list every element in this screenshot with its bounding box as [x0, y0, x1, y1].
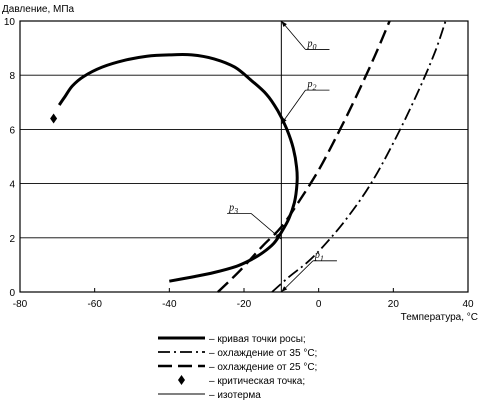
- annotation-leader: [281, 20, 306, 50]
- x-tick-label: 40: [462, 299, 474, 310]
- x-tick-label: 20: [388, 299, 400, 310]
- annotation-label-p2: p2: [306, 79, 316, 92]
- annotation-arrowhead: [281, 286, 288, 292]
- y-axis-title: Давление, МПа: [2, 4, 75, 15]
- tick-labels: 0 2 4 6 8 10 -80 -60 -40 -20 0 20 40: [4, 17, 474, 310]
- annotation-label-p0: p0: [306, 38, 316, 51]
- annotation-label-p3: p3: [228, 202, 238, 215]
- series-line-3: [217, 20, 391, 293]
- annotation-arrowhead: [275, 233, 282, 240]
- markers: [50, 113, 58, 124]
- y-tick-label: 0: [9, 288, 15, 299]
- legend-label: – охлаждение от 25 °С;: [209, 362, 317, 373]
- y-tick-label: 2: [9, 234, 15, 245]
- legend-label: – изотерма: [209, 390, 261, 401]
- x-tick-label: -80: [13, 299, 28, 310]
- y-tick-label: 10: [4, 17, 16, 28]
- x-tick-label: -60: [87, 299, 102, 310]
- y-tick-label: 4: [9, 180, 15, 191]
- legend-label: – критическая точка;: [209, 376, 305, 387]
- series-line-2: [271, 20, 447, 293]
- critical-point-marker: [50, 113, 58, 124]
- x-tick-label: -40: [162, 299, 177, 310]
- x-tick-label: -20: [237, 299, 252, 310]
- legend-marker-critical-point: [178, 375, 185, 385]
- annotation-leader: [281, 89, 306, 125]
- y-tick-label: 8: [9, 71, 15, 82]
- annotation-leader: [250, 213, 282, 240]
- annotation-label-p1: p1: [314, 250, 324, 263]
- legend-label: – кривая точки росы;: [209, 334, 306, 345]
- legend: – кривая точки росы; – охлаждение от 35 °…: [158, 334, 317, 401]
- series-curves: [57, 20, 447, 293]
- annotation-leader: [281, 260, 314, 293]
- annotation-arrowhead: [281, 117, 287, 124]
- annotations: p0 p2 p3 p1: [227, 20, 337, 293]
- y-tick-label: 6: [9, 125, 15, 136]
- x-tick-label: 0: [316, 299, 322, 310]
- legend-label: – охлаждение от 35 °С;: [209, 348, 317, 359]
- x-axis-title: Температура, °С: [401, 312, 478, 323]
- annotation-arrowhead: [281, 21, 287, 27]
- plot-frame: [19, 20, 469, 293]
